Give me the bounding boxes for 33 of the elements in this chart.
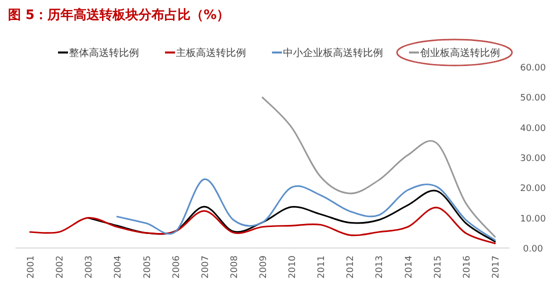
x-tick-label: 2011 xyxy=(317,256,328,278)
y-tick-label: 0.00 xyxy=(522,244,544,254)
x-tick-label: 2007 xyxy=(200,256,211,278)
y-tick-label: 30.00 xyxy=(520,154,546,164)
x-tick-label: 2012 xyxy=(346,256,356,278)
line-series xyxy=(262,96,496,238)
x-tick-label: 2015 xyxy=(433,256,444,278)
x-tick-label: 2008 xyxy=(230,255,240,278)
x-tick-label: 2009 xyxy=(259,255,269,278)
x-tick-label: 2017 xyxy=(491,256,502,278)
x-tick-label: 2003 xyxy=(84,256,95,278)
x-tick-label: 2013 xyxy=(375,256,386,278)
x-tick-label: 2005 xyxy=(142,256,153,278)
legend-label: 中小企业板高送转比例 xyxy=(283,47,383,59)
line-series xyxy=(29,206,496,244)
y-tick-label: 40.00 xyxy=(520,124,546,134)
y-tick-label: 10.00 xyxy=(520,214,546,224)
legend-label: 整体高送转比例 xyxy=(69,47,139,59)
x-tick-label: 2006 xyxy=(172,255,182,278)
x-tick-label: 2001 xyxy=(26,256,37,278)
x-tick-label: 2002 xyxy=(56,256,66,278)
legend-label: 创业板高送转比例 xyxy=(420,47,500,59)
x-tick-label: 2016 xyxy=(462,255,472,278)
line-series xyxy=(116,178,496,241)
chart-title: 图 5：历年高送转板块分布占比（%） xyxy=(8,7,230,23)
x-tick-label: 2010 xyxy=(288,255,298,278)
y-tick-label: 60.00 xyxy=(520,64,546,74)
x-tick-label: 2004 xyxy=(114,255,124,278)
legend-label: 主板高送转比例 xyxy=(176,47,246,59)
line-series xyxy=(87,190,496,242)
y-tick-label: 20.00 xyxy=(520,184,546,194)
x-tick-label: 2014 xyxy=(404,255,414,278)
y-tick-label: 50.00 xyxy=(520,94,546,104)
